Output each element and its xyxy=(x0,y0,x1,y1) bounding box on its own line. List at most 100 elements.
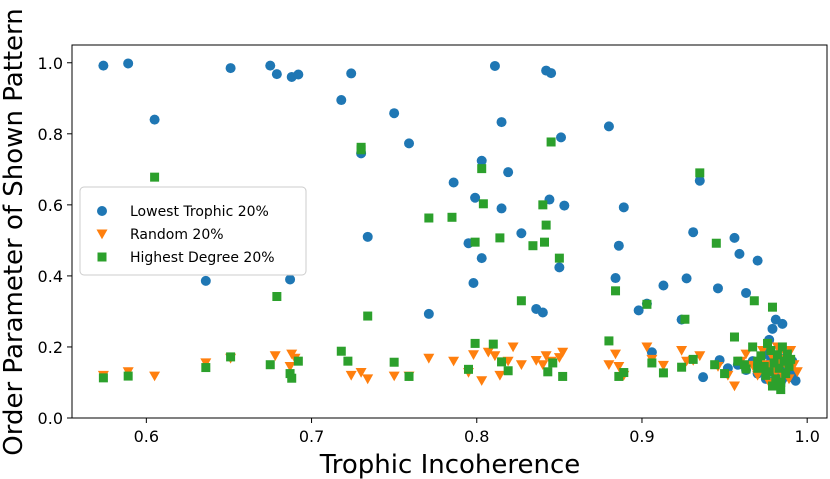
highest-degree-point xyxy=(680,314,690,324)
highest-degree-point xyxy=(543,367,553,377)
lowest-trophic-point xyxy=(712,283,723,294)
random-point xyxy=(641,342,653,353)
highest-degree-point xyxy=(516,296,526,306)
highest-degree-point xyxy=(356,145,366,155)
lowest-trophic-point xyxy=(489,60,500,71)
lowest-trophic-point xyxy=(694,175,705,186)
lowest-trophic-point xyxy=(346,68,357,79)
random-point xyxy=(388,371,400,382)
highest-degree-point xyxy=(538,200,548,210)
highest-degree-point xyxy=(748,342,758,352)
highest-degree-point xyxy=(604,336,614,346)
random-point xyxy=(530,356,542,366)
highest-degree-point xyxy=(503,366,513,376)
legend-marker-0 xyxy=(97,206,107,216)
legend-entry-0: Lowest Trophic 20% xyxy=(130,204,269,220)
y-tick-label: 1.0 xyxy=(38,54,63,73)
lowest-trophic-point xyxy=(698,372,709,383)
highest-degree-point xyxy=(558,371,568,381)
x-tick-label: 0.6 xyxy=(134,427,159,446)
highest-degree-point xyxy=(761,370,771,380)
highest-degree-point xyxy=(729,332,739,342)
highest-degree-point xyxy=(779,356,789,366)
highest-degree-point xyxy=(766,346,776,356)
highest-degree-point xyxy=(749,296,759,306)
highest-degree-point xyxy=(767,302,777,312)
highest-degree-point xyxy=(272,292,282,302)
highest-degree-point xyxy=(688,354,698,364)
highest-degree-point xyxy=(784,361,794,371)
legend-box xyxy=(79,186,307,276)
random-point xyxy=(476,376,488,386)
y-tick-label: 0.6 xyxy=(38,196,63,215)
lowest-trophic-point xyxy=(470,192,481,203)
lowest-trophic-point xyxy=(149,114,160,125)
lowest-trophic-point xyxy=(646,347,657,358)
lowest-trophic-point xyxy=(496,203,507,214)
highest-degree-point xyxy=(642,299,652,309)
x-tick-label: 1.0 xyxy=(794,427,819,446)
highest-degree-point xyxy=(756,351,766,361)
x-tick-label: 0.8 xyxy=(464,427,489,446)
legend-entry-2: Highest Degree 20% xyxy=(130,250,275,266)
random-point xyxy=(515,360,527,370)
highest-degree-point xyxy=(776,377,786,387)
highest-degree-point xyxy=(477,164,487,174)
highest-degree-point xyxy=(753,363,763,373)
highest-degree-point xyxy=(554,253,564,263)
highest-degree-point xyxy=(619,368,629,378)
lowest-trophic-point xyxy=(554,262,565,273)
lowest-trophic-point xyxy=(362,231,373,242)
lowest-trophic-point xyxy=(503,167,514,178)
x-axis-label: Trophic Incoherence xyxy=(319,450,581,479)
highest-degree-point xyxy=(287,373,297,383)
random-point xyxy=(482,347,494,358)
lowest-trophic-point xyxy=(516,228,527,239)
highest-degree-point xyxy=(478,199,488,209)
highest-degree-point xyxy=(767,381,777,391)
lowest-trophic-point xyxy=(777,318,788,329)
highest-degree-point xyxy=(647,358,657,368)
lowest-trophic-point xyxy=(448,177,459,188)
lowest-trophic-point xyxy=(688,227,699,238)
lowest-trophic-point xyxy=(618,202,629,213)
lowest-trophic-point xyxy=(225,63,236,74)
highest-degree-point xyxy=(123,371,133,381)
y-tick-label: 0.8 xyxy=(38,125,63,144)
lowest-trophic-point xyxy=(496,117,507,128)
random-point xyxy=(694,351,706,362)
lowest-trophic-point xyxy=(285,274,296,285)
random-point xyxy=(557,347,569,358)
highest-degree-point xyxy=(711,238,721,248)
random-point xyxy=(752,370,764,381)
legend-entry-1: Random 20% xyxy=(130,227,224,243)
lowest-trophic-point xyxy=(752,255,763,266)
plot-frame xyxy=(71,44,828,419)
lowest-trophic-point xyxy=(729,232,740,243)
highest-degree-point xyxy=(771,374,781,384)
highest-degree-point xyxy=(546,137,556,147)
highest-degree-point xyxy=(786,354,796,364)
random-point xyxy=(740,349,752,360)
random-point xyxy=(448,356,460,367)
random-point xyxy=(507,342,519,353)
highest-degree-point xyxy=(710,360,720,370)
lowest-trophic-point xyxy=(98,60,109,71)
lowest-trophic-point xyxy=(633,305,644,316)
highest-degree-point xyxy=(528,241,538,251)
highest-degree-point xyxy=(470,237,480,247)
random-point xyxy=(613,362,625,372)
lowest-trophic-point xyxy=(404,138,415,149)
random-point xyxy=(603,360,615,370)
legend: Lowest Trophic 20% Random 20% Highest Degr… xyxy=(79,186,307,276)
random-point xyxy=(362,374,374,385)
highest-degree-point xyxy=(150,172,160,182)
legend-marker-2 xyxy=(97,252,107,262)
lowest-trophic-point xyxy=(559,200,570,211)
random-point xyxy=(423,353,435,364)
lowest-trophic-point xyxy=(389,108,400,119)
highest-degree-point xyxy=(389,357,399,367)
lowest-trophic-point xyxy=(265,60,276,71)
lowest-trophic-point xyxy=(603,121,614,132)
lowest-trophic-point xyxy=(123,58,134,69)
